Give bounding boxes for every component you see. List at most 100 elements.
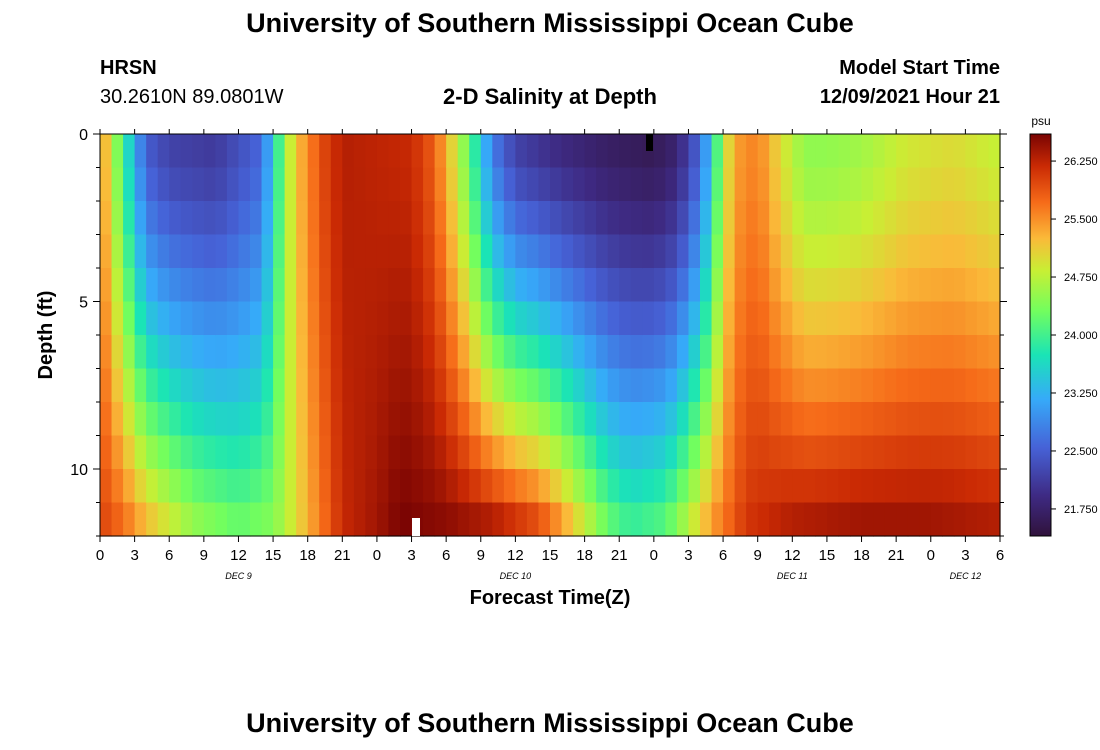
surface-marker [646,134,653,151]
heatmap-cell [446,201,459,236]
heatmap-cell [700,268,713,303]
heatmap-cell [330,502,343,537]
heatmap-cell [907,134,920,169]
heatmap-cell [192,435,205,470]
heatmap-cell [723,301,736,336]
heatmap-cell [250,268,263,303]
heatmap-cell [215,402,228,437]
heatmap-cell [988,335,1001,370]
heatmap-cell [238,268,251,303]
heatmap-cell [365,234,378,269]
heatmap-cell [930,502,943,537]
heatmap-cell [919,201,932,236]
heatmap-cell [226,335,240,370]
heatmap-cell [296,268,309,303]
heatmap-cell [815,335,828,370]
heatmap-cell [734,201,747,236]
heatmap-cell [203,502,216,537]
heatmap-cell [434,435,447,470]
heatmap-cell [538,502,551,537]
heatmap-cell [353,167,366,202]
heatmap-cell [203,234,216,269]
heatmap-cell [907,268,920,303]
heatmap-cell [238,502,251,537]
heatmap-cell [884,201,897,236]
heatmap-cell [619,435,632,470]
heatmap-cell [930,268,943,303]
heatmap-cell [538,201,551,236]
heatmap-cell [123,301,136,336]
heatmap-cell [953,268,966,303]
heatmap-cell [596,368,609,403]
heatmap-cell [780,469,793,504]
x-axis-label: Forecast Time(Z) [470,587,631,609]
heatmap-cell [261,234,274,269]
heatmap-cell [400,368,413,403]
heatmap-cell [353,335,366,370]
heatmap-cell [561,167,574,202]
heatmap-cell [342,234,355,269]
heatmap-cell [642,167,655,202]
heatmap-cell [584,134,597,169]
x-tick-label: 21 [888,547,905,564]
heatmap-cell [100,167,113,202]
heatmap-cell [284,368,297,403]
heatmap-cell [953,502,966,537]
heatmap-cell [307,134,320,169]
heatmap-cell [180,469,193,504]
heatmap-cell [653,402,666,437]
heatmap-cell [526,301,540,336]
colorbar-tick-label: 24.750 [1064,272,1098,284]
heatmap-cell [700,234,713,269]
heatmap-cell [330,469,343,504]
heatmap-cell [330,402,343,437]
heatmap-cell [884,134,897,169]
heatmap-cell [538,268,551,303]
heatmap-cell [815,469,828,504]
heatmap-cell [261,167,274,202]
heatmap-cell [400,402,413,437]
heatmap-cell [492,435,505,470]
colorbar-tick-label: 26.250 [1064,156,1098,168]
heatmap-cell [907,402,920,437]
heatmap-cell [930,402,943,437]
heatmap-cell [157,435,170,470]
heatmap-cell [826,201,840,236]
heatmap-cell [192,502,205,537]
heatmap-cell [700,167,713,202]
heatmap-cell [388,268,401,303]
x-tick-label: 21 [611,547,628,564]
colorbar-ticks: 21.750 22.500 23.250 24.000 24.750 25.500 26.2… [1051,156,1098,516]
heatmap-cell [180,134,193,169]
heatmap-cell [365,167,378,202]
heatmap-cell [169,502,182,537]
heatmap-cell [757,268,770,303]
heatmap-cell [319,268,332,303]
heatmap-cell [169,435,182,470]
heatmap-cell [480,435,493,470]
heatmap-cell [446,167,459,202]
heatmap-cell [180,502,193,537]
heatmap-cell [734,469,747,504]
heatmap-cell [457,234,470,269]
heatmap-cell [319,134,332,169]
heatmap-cell [388,167,401,202]
heatmap-cell [619,502,632,537]
heatmap-cell [342,201,355,236]
date-label: DEC 10 [500,571,532,581]
heatmap-cell [988,234,1001,269]
heatmap-cell [619,167,632,202]
heatmap-cell [376,435,390,470]
heatmap-cell [388,402,401,437]
heatmap-cell [319,167,332,202]
heatmap-cell [330,268,343,303]
heatmap-cell [907,368,920,403]
heatmap-cell [388,201,401,236]
heatmap-cell [503,234,516,269]
heatmap-cell [976,301,990,336]
heatmap-cell [284,268,297,303]
heatmap-cell [146,268,159,303]
heatmap-cell [215,268,228,303]
heatmap-cell [757,502,770,537]
heatmap-cell [296,402,309,437]
